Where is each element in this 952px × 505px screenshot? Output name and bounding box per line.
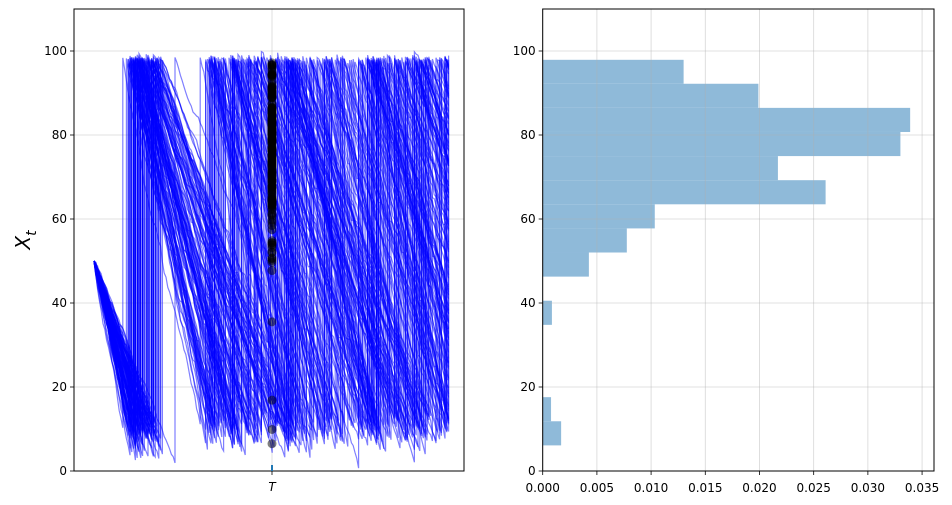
histogram-bar (542, 204, 655, 229)
x-tick-label: T (268, 480, 277, 494)
paths-axes: 0 20 40 60 80 100 T (44, 8, 465, 494)
histogram-bar (542, 107, 911, 132)
x-tick-label: 0.015 (688, 481, 722, 495)
y-axis-label: Xt (11, 230, 40, 251)
sample-path (93, 56, 450, 449)
histogram-bar (542, 252, 589, 277)
y-axis-label-subscript: t (24, 230, 40, 236)
terminal-marker (267, 317, 277, 327)
terminal-marker (267, 439, 277, 449)
y-tick-label: 100 (513, 44, 536, 58)
histogram-bar (542, 156, 778, 181)
terminal-marker (267, 103, 277, 113)
y-tick-label: 100 (44, 44, 67, 58)
terminal-marker (267, 236, 277, 246)
terminal-marker (267, 164, 277, 174)
y-tick-label: 60 (520, 212, 535, 226)
terminal-marker (267, 122, 277, 132)
terminal-marker (267, 185, 277, 195)
right-axes-frame (542, 8, 935, 472)
terminal-marker (267, 198, 277, 208)
terminal-marker (267, 114, 277, 124)
terminal-marker (267, 143, 277, 153)
terminal-marker (267, 220, 277, 230)
y-tick-label: 20 (520, 380, 535, 394)
sample-path (93, 58, 450, 438)
x-tick-label: 0.030 (851, 481, 885, 495)
y-tick-label: 40 (520, 296, 535, 310)
histogram-bar (542, 83, 759, 108)
x-tick-label: 0.025 (797, 481, 831, 495)
histogram-bar (542, 421, 562, 446)
sample-path (93, 58, 450, 447)
terminal-marker (267, 424, 277, 434)
y-tick-label: 80 (52, 128, 67, 142)
y-tick-label: 80 (520, 128, 535, 142)
histogram-bar (542, 131, 901, 157)
y-tick-label: 0 (528, 464, 536, 478)
terminal-marker (267, 61, 277, 71)
x-tick-label: 0.000 (526, 481, 560, 495)
y-tick-label: 60 (52, 212, 67, 226)
terminal-marker (267, 84, 277, 94)
histogram-bar (542, 59, 684, 84)
terminal-markers (267, 58, 277, 449)
terminal-marker (267, 171, 277, 181)
histogram-bar (542, 300, 552, 325)
histogram-bar (542, 228, 627, 253)
sample-path (93, 56, 450, 441)
terminal-marker (267, 210, 277, 220)
x-tick-label: 0.005 (580, 481, 614, 495)
histogram-bar (542, 180, 826, 205)
y-tick-label: 0 (59, 464, 67, 478)
histogram-bar (542, 397, 552, 422)
x-tick-label: 0.010 (634, 481, 668, 495)
sample-path (93, 56, 450, 435)
x-tick-label: 0.035 (905, 481, 939, 495)
y-tick-label: 40 (52, 296, 67, 310)
y-tick-label: 20 (52, 380, 67, 394)
terminal-marker (267, 395, 277, 405)
terminal-marker (267, 266, 277, 276)
terminal-marker (267, 247, 277, 257)
histogram-axes: 0 20 40 60 80 100 0.000 0.005 0.010 0.015 0.020 0.0… (513, 8, 939, 495)
left-axes-frame (73, 8, 465, 472)
x-tick-label: 0.020 (742, 481, 776, 495)
